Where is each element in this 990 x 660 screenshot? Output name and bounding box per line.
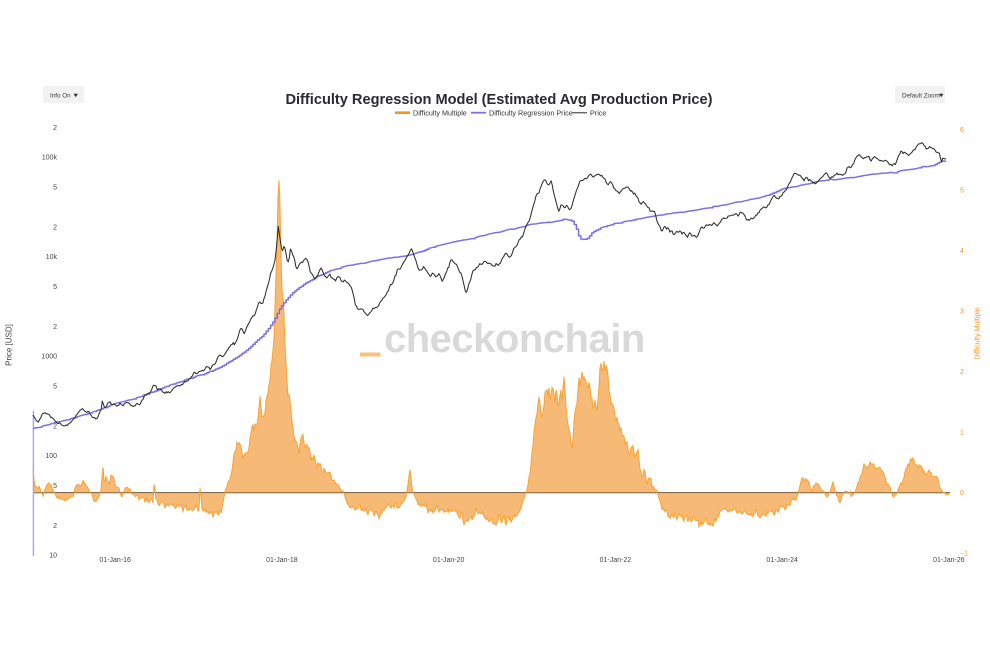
svg-text:4: 4	[960, 248, 964, 255]
svg-text:10: 10	[49, 553, 57, 560]
svg-text:Price: Price	[590, 108, 606, 117]
svg-text:0: 0	[960, 490, 964, 497]
svg-text:10k: 10k	[46, 254, 58, 261]
svg-text:1: 1	[960, 430, 964, 437]
svg-text:01-Jan-24: 01-Jan-24	[766, 557, 798, 564]
svg-text:100k: 100k	[42, 155, 58, 162]
svg-text:3: 3	[960, 309, 964, 316]
svg-text:Difficulty Multiple: Difficulty Multiple	[413, 108, 467, 117]
svg-text:Difficulty Multiple: Difficulty Multiple	[975, 307, 982, 359]
svg-text:2: 2	[53, 224, 57, 231]
svg-text:1000: 1000	[41, 354, 57, 361]
svg-text:2: 2	[53, 324, 57, 331]
svg-text:2: 2	[53, 125, 57, 132]
svg-text:Price [USD]: Price [USD]	[5, 324, 14, 366]
svg-text:01-Jan-22: 01-Jan-22	[600, 557, 632, 564]
svg-text:Default Zoom: Default Zoom	[902, 93, 940, 100]
svg-text:5: 5	[53, 483, 57, 490]
svg-text:5: 5	[53, 185, 57, 192]
svg-text:2: 2	[960, 369, 964, 376]
svg-text:5: 5	[53, 284, 57, 291]
svg-text:01-Jan-16: 01-Jan-16	[99, 557, 131, 564]
svg-text:5: 5	[53, 384, 57, 391]
svg-text:6: 6	[960, 127, 964, 134]
svg-text:Info On: Info On	[50, 93, 71, 100]
svg-text:01-Jan-18: 01-Jan-18	[266, 557, 298, 564]
svg-text:2: 2	[53, 523, 57, 530]
svg-text:2: 2	[53, 423, 57, 430]
svg-text:100: 100	[45, 453, 57, 460]
svg-text:checkonchain: checkonchain	[384, 317, 645, 361]
svg-text:Difficulty Regression Price: Difficulty Regression Price	[489, 108, 573, 117]
svg-text:01-Jan-26: 01-Jan-26	[933, 557, 965, 564]
svg-text:Difficulty Regression Model (E: Difficulty Regression Model (Estimated A…	[285, 92, 712, 108]
svg-text:01-Jan-20: 01-Jan-20	[433, 557, 465, 564]
svg-text:5: 5	[960, 188, 964, 195]
svg-text:−1: −1	[960, 551, 968, 558]
